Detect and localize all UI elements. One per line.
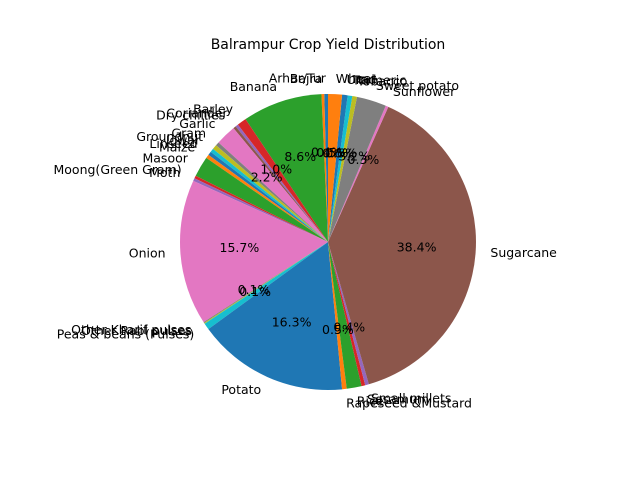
pie-slice (210, 148, 328, 242)
pie-percent-labels: 0.4%8.6%1.0%2.2%15.7%0.1%0.1%16.3% 0.5%0.… (220, 145, 437, 337)
pie-slice (233, 126, 328, 242)
pie-slice (328, 242, 366, 387)
slice-label: Jowar (165, 133, 201, 148)
pie-slice (328, 96, 357, 243)
slice-label: Rice (357, 394, 384, 409)
pie-slice (204, 242, 328, 324)
slice-label: Masoor (142, 151, 188, 166)
slice-label: Urad (347, 72, 377, 87)
slice-percent: 0.1% (239, 284, 271, 299)
slice-label: Arhar/Tur (269, 71, 327, 86)
slice-percent: 38.4% (397, 240, 437, 255)
pie-slice (321, 94, 328, 242)
slice-label: Peas & beans (Pulses) (57, 326, 195, 341)
pie-slice (324, 94, 328, 242)
pie-slice (204, 242, 328, 330)
slice-percent: 0.5% (322, 322, 354, 337)
slice-percent: 0.4% (333, 320, 365, 335)
slice-label: Bajra (290, 71, 323, 86)
pie-slices (179, 93, 476, 391)
pie-slice (245, 94, 328, 243)
slice-label: Onion (129, 245, 166, 260)
pie-slice (328, 93, 343, 242)
pie-slice (235, 124, 328, 242)
slice-label: Other Kharif pulses (71, 322, 191, 337)
slice-percent: 0.5% (325, 146, 357, 161)
slice-percent: 0.4% (311, 145, 343, 160)
slice-label: Turmeric (351, 73, 406, 88)
pie-slice (237, 119, 328, 242)
slice-percent: 0.6% (322, 145, 354, 160)
slice-label: Groundnut (136, 129, 203, 144)
chart-title: Balrampur Crop Yield Distribution (211, 37, 446, 53)
slice-label: Rapeseed &Mustard (346, 395, 472, 410)
slice-label: Potato (221, 382, 261, 397)
slice-percent: 2.2% (251, 169, 283, 184)
slice-label: Wheat (336, 71, 377, 86)
slice-label: Dry chillies (156, 107, 225, 122)
slice-label: Gram (171, 126, 206, 141)
slice-label: Moth (149, 165, 180, 180)
slice-label: Sesamum (367, 392, 429, 407)
pie-slice (179, 180, 328, 323)
pie-slice (194, 175, 328, 242)
slice-percent: 8.6% (284, 149, 316, 164)
slice-label: Garlic (179, 116, 215, 131)
slice-label: Small millets (371, 391, 451, 406)
slice-label: Linseed (149, 136, 197, 151)
pie-slice (215, 142, 328, 242)
pie-slice (203, 242, 328, 323)
slice-label: Tobacco (356, 73, 407, 88)
slice-percent: 0.3% (348, 152, 380, 167)
pie-slice (193, 178, 328, 242)
pie-slice (206, 154, 328, 242)
pie-slice (195, 157, 328, 242)
slice-percent: 15.7% (220, 240, 260, 255)
pie-slice (218, 128, 328, 242)
pie-slice (328, 105, 389, 242)
slice-label: Banana (230, 79, 277, 94)
slice-percent: 1.0% (260, 161, 292, 176)
slice-percent: 16.3% (272, 315, 312, 330)
pie-slice (208, 242, 343, 391)
slice-label: Sugarcane (490, 245, 557, 260)
pie-slice (212, 145, 328, 242)
pie-slice (328, 95, 353, 242)
slice-label: Coriander (166, 105, 228, 120)
pie-slice (328, 242, 347, 390)
pie-slice (328, 106, 476, 385)
pie-slice (328, 96, 386, 243)
slice-percent: 0.1% (238, 282, 270, 297)
slice-label: Barley (193, 101, 234, 116)
slice-label: Sunflower (393, 84, 456, 99)
pie-slice (328, 242, 369, 386)
slice-label: Maize (159, 139, 195, 154)
slice-label: Other Rabi pulses (81, 323, 192, 338)
slice-label: Moong(Green Gram) (54, 162, 182, 177)
pie-slice (328, 242, 362, 389)
slice-percent: 3.2% (338, 149, 370, 164)
pie-slice (328, 94, 348, 242)
pie-slice (208, 151, 328, 242)
slice-label: Sweet potato (376, 78, 459, 93)
slice-percent: 0.5% (316, 145, 348, 160)
